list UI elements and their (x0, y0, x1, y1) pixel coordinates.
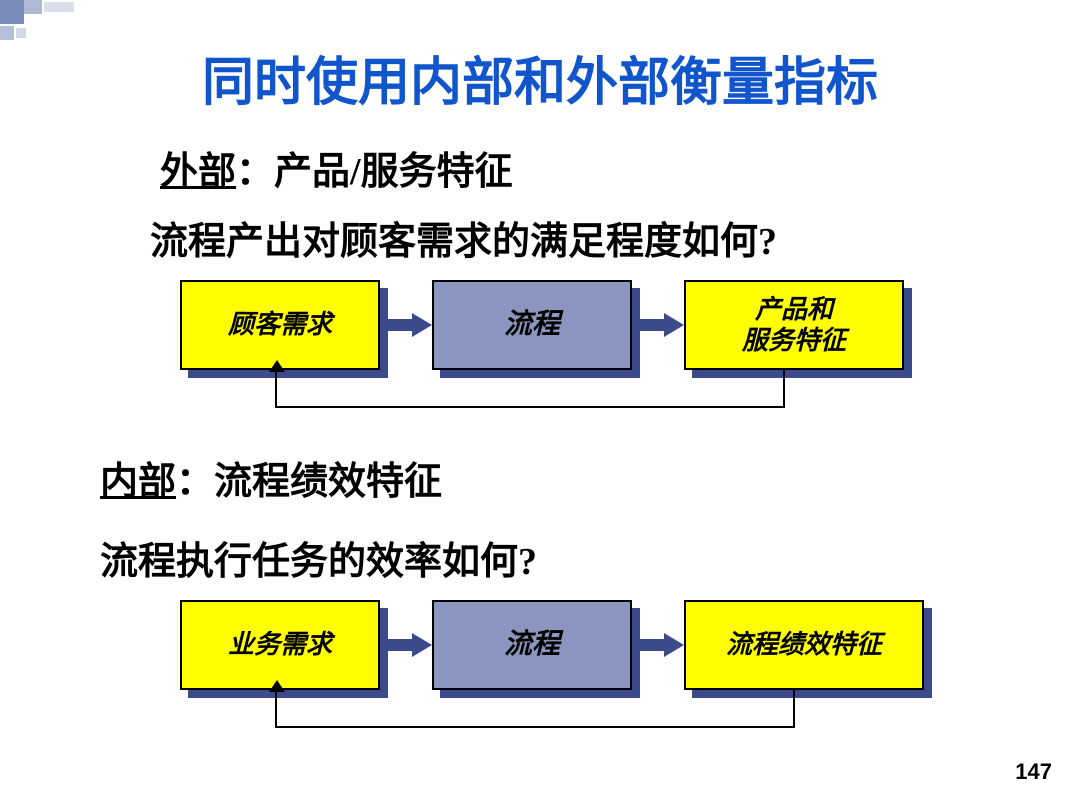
arrow-up-icon (269, 360, 285, 372)
slide-title: 同时使用内部和外部衡量指标 (0, 40, 1080, 115)
flow-node: 流程 (432, 600, 632, 690)
flow-node: 流程绩效特征 (684, 600, 924, 690)
feedback-line (275, 690, 795, 728)
internal-label: 内部 (100, 461, 176, 503)
arrow-right-icon (384, 313, 432, 337)
external-flowchart: 顾客需求流程产品和 服务特征 (180, 280, 910, 400)
arrow-up-icon (269, 680, 285, 692)
internal-heading-rest: ：流程绩效特征 (176, 461, 442, 503)
flow-node: 流程 (432, 280, 632, 370)
internal-flowchart: 业务需求流程流程绩效特征 (180, 600, 910, 720)
external-question: 流程产出对顾客需求的满足程度如何? (150, 210, 777, 265)
external-label: 外部 (160, 151, 236, 193)
internal-question: 流程执行任务的效率如何? (100, 530, 537, 585)
flow-node: 业务需求 (180, 600, 380, 690)
external-heading: 外部：产品/服务特征 (160, 140, 513, 195)
external-heading-rest: ：产品/服务特征 (236, 151, 513, 193)
arrow-right-icon (384, 633, 432, 657)
flow-node: 顾客需求 (180, 280, 380, 370)
page-number: 147 (1015, 759, 1052, 785)
arrow-right-icon (636, 313, 684, 337)
flow-node: 产品和 服务特征 (684, 280, 904, 370)
feedback-line (275, 370, 785, 408)
arrow-right-icon (636, 633, 684, 657)
internal-heading: 内部：流程绩效特征 (100, 450, 442, 505)
